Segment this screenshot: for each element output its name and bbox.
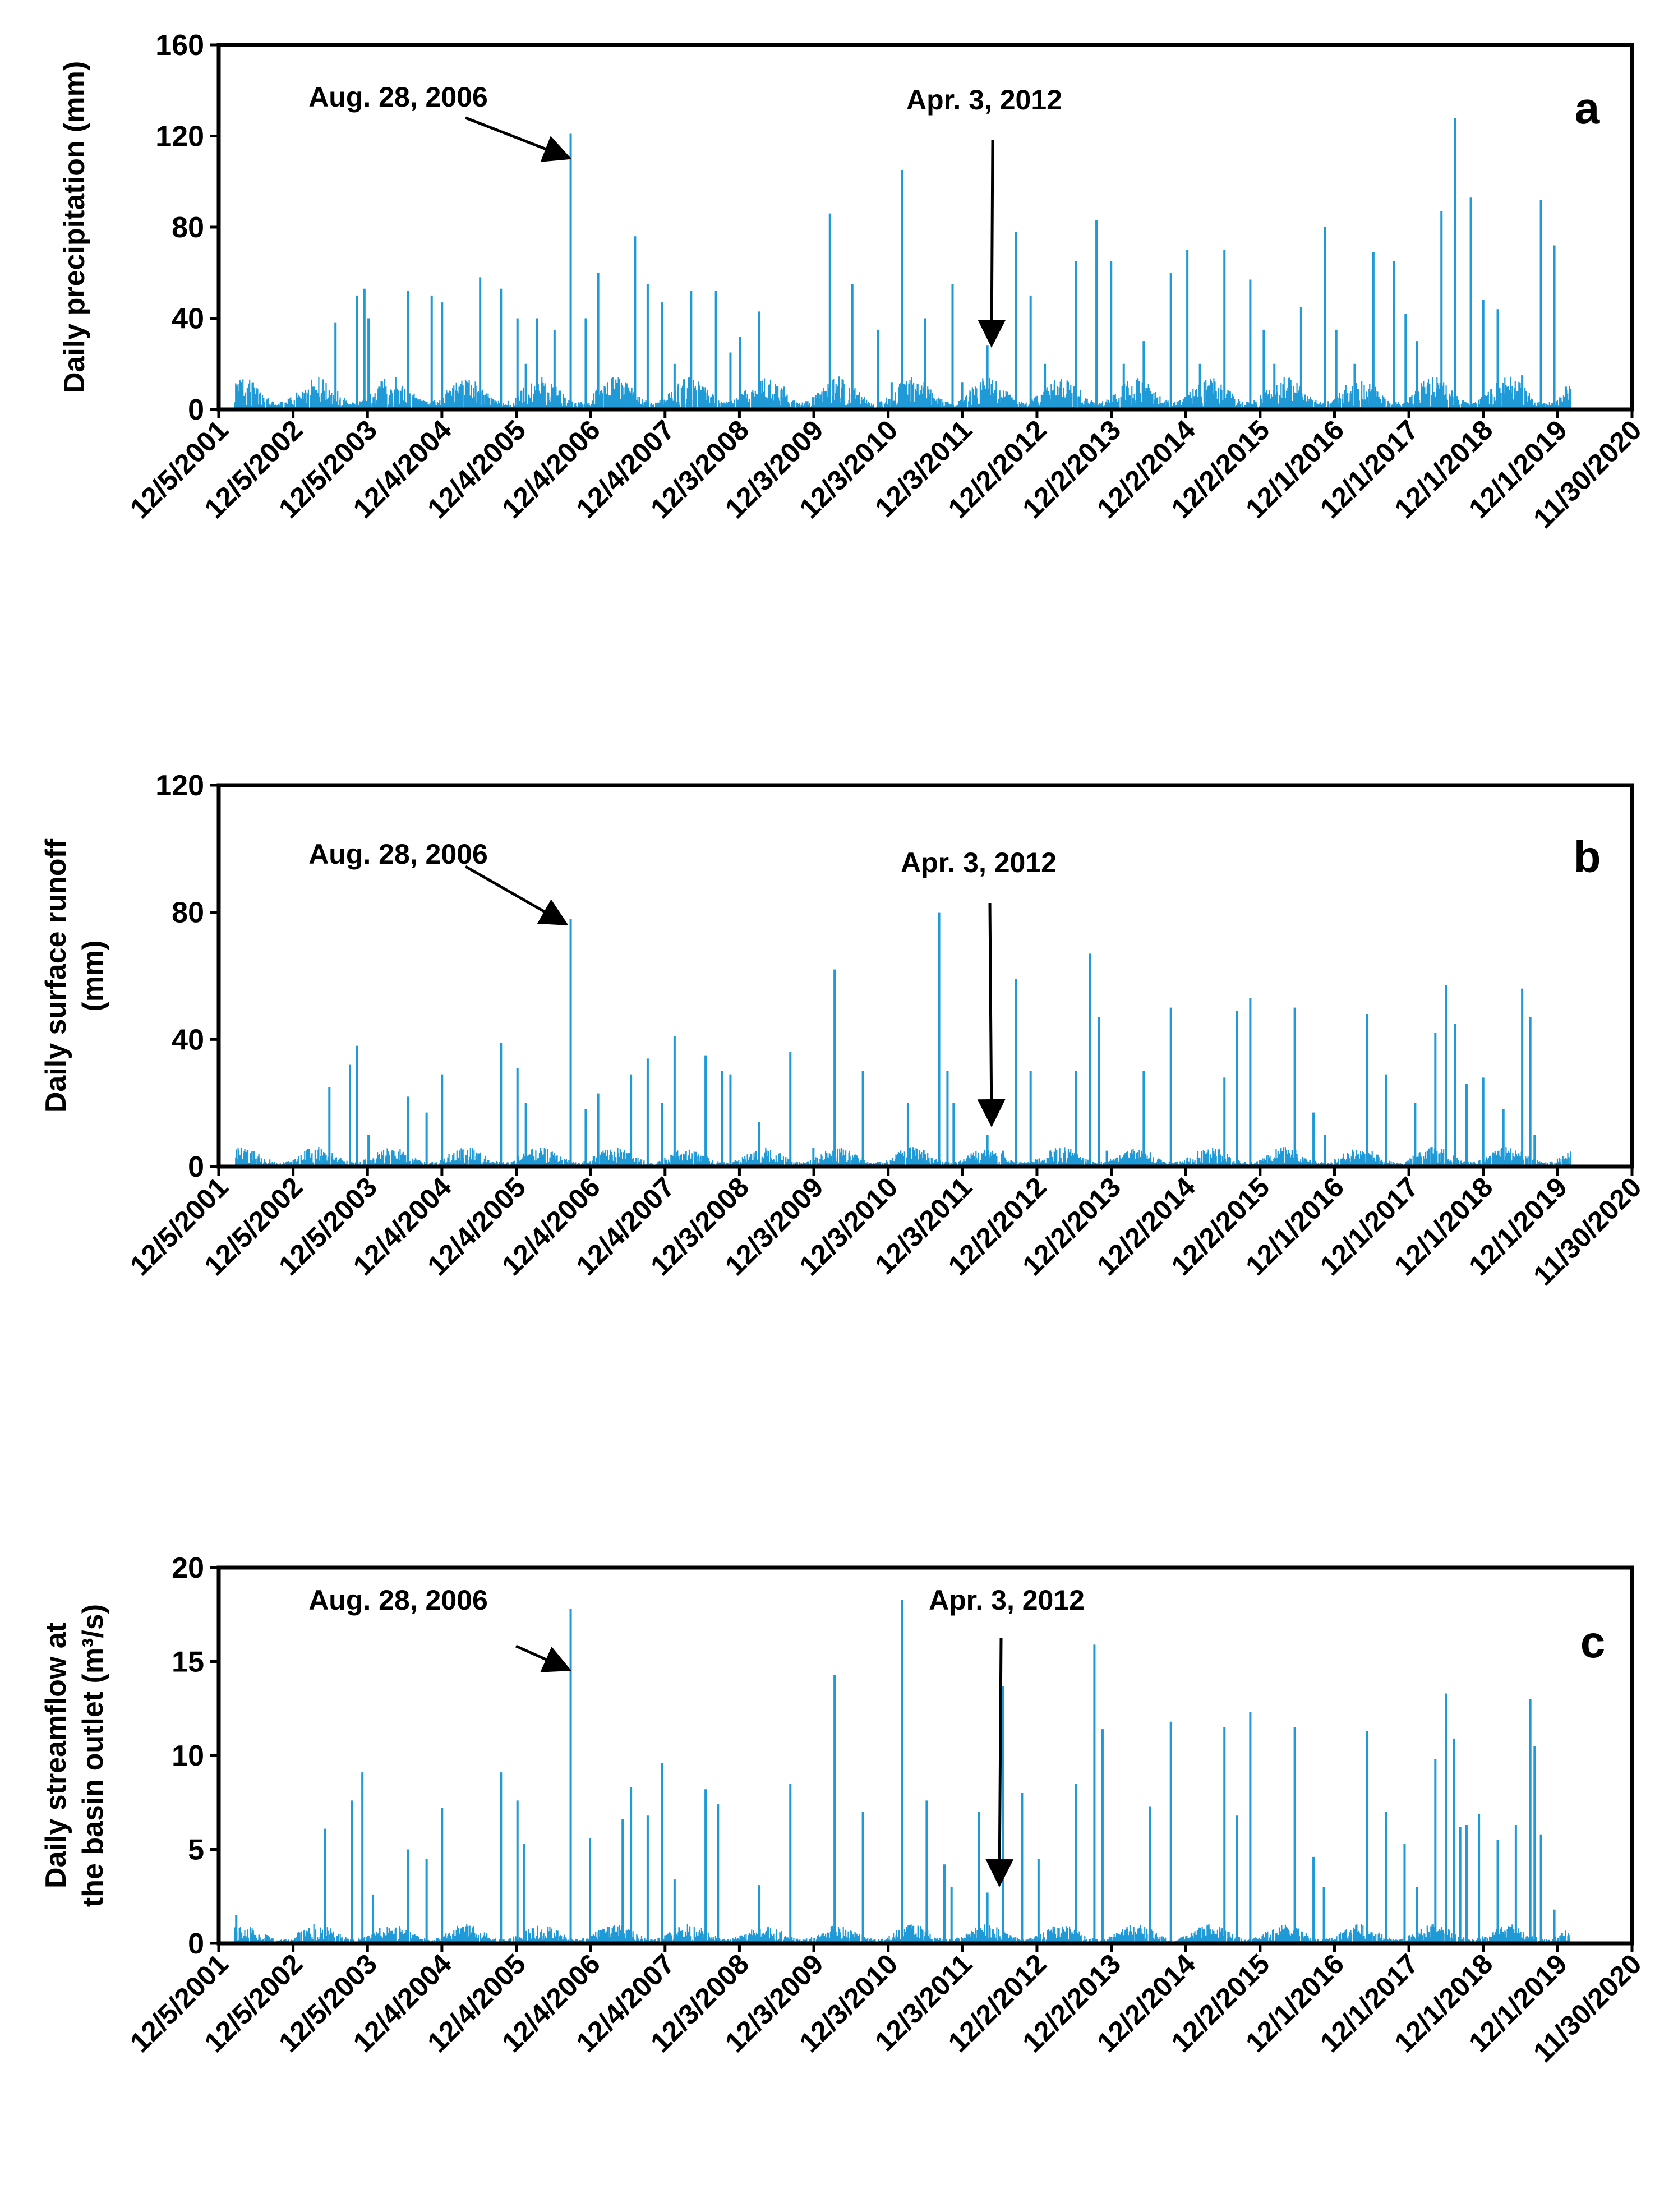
y-tick-label: 160 bbox=[155, 29, 204, 62]
noise-bars bbox=[233, 1146, 1572, 1167]
annotation-label: Aug. 28, 2006 bbox=[308, 838, 488, 870]
y-tick-label: 15 bbox=[172, 1646, 204, 1679]
panel-b: 0408012012/5/200112/5/200212/5/200312/4/… bbox=[40, 769, 1648, 1292]
y-tick-label: 0 bbox=[188, 1928, 204, 1960]
panel-letter: c bbox=[1580, 1617, 1606, 1667]
annotation-arrow bbox=[985, 1637, 1014, 1887]
y-tick-label: 0 bbox=[188, 394, 204, 426]
y-tick-label: 0 bbox=[188, 1151, 204, 1183]
annotation-label: Apr. 3, 2012 bbox=[906, 84, 1062, 116]
y-tick-label: 40 bbox=[172, 303, 204, 335]
y-tick-label: 80 bbox=[172, 211, 204, 244]
y-axis-label: the basin outlet (m³/s) bbox=[77, 1604, 109, 1907]
y-axis-label: (mm) bbox=[77, 940, 109, 1011]
y-tick-label: 10 bbox=[172, 1740, 204, 1772]
y-tick-label: 20 bbox=[172, 1552, 204, 1584]
annotation-label: Aug. 28, 2006 bbox=[308, 81, 488, 113]
annotation-label: Apr. 3, 2012 bbox=[929, 1584, 1085, 1616]
panel-letter: a bbox=[1575, 83, 1600, 133]
y-tick-label: 40 bbox=[172, 1024, 204, 1056]
y-axis-label: Daily surface runoff bbox=[40, 838, 72, 1113]
annotation-label: Apr. 3, 2012 bbox=[901, 847, 1057, 878]
annotation-label: Aug. 28, 2006 bbox=[308, 1584, 488, 1616]
plot-frame bbox=[216, 1565, 1634, 1946]
panel-letter: b bbox=[1574, 832, 1601, 882]
y-tick-label: 80 bbox=[172, 897, 204, 929]
panel-c: 0510152012/5/200112/5/200212/5/200312/4/… bbox=[40, 1552, 1648, 2068]
annotation-arrow bbox=[465, 116, 572, 162]
y-tick-label: 120 bbox=[155, 769, 204, 802]
annotation-arrow bbox=[464, 865, 569, 925]
annotation-arrow bbox=[977, 902, 1006, 1127]
y-tick-label: 5 bbox=[188, 1834, 204, 1867]
y-tick-label: 120 bbox=[155, 121, 204, 153]
y-axis-label: Daily streamflow at bbox=[40, 1623, 72, 1888]
annotation-arrow bbox=[515, 1644, 572, 1672]
panel-a: 0408012016012/5/200112/5/200212/5/200312… bbox=[58, 29, 1648, 534]
annotation-arrow bbox=[978, 140, 1006, 348]
y-axis-label: Daily precipitation (mm) bbox=[58, 61, 91, 393]
